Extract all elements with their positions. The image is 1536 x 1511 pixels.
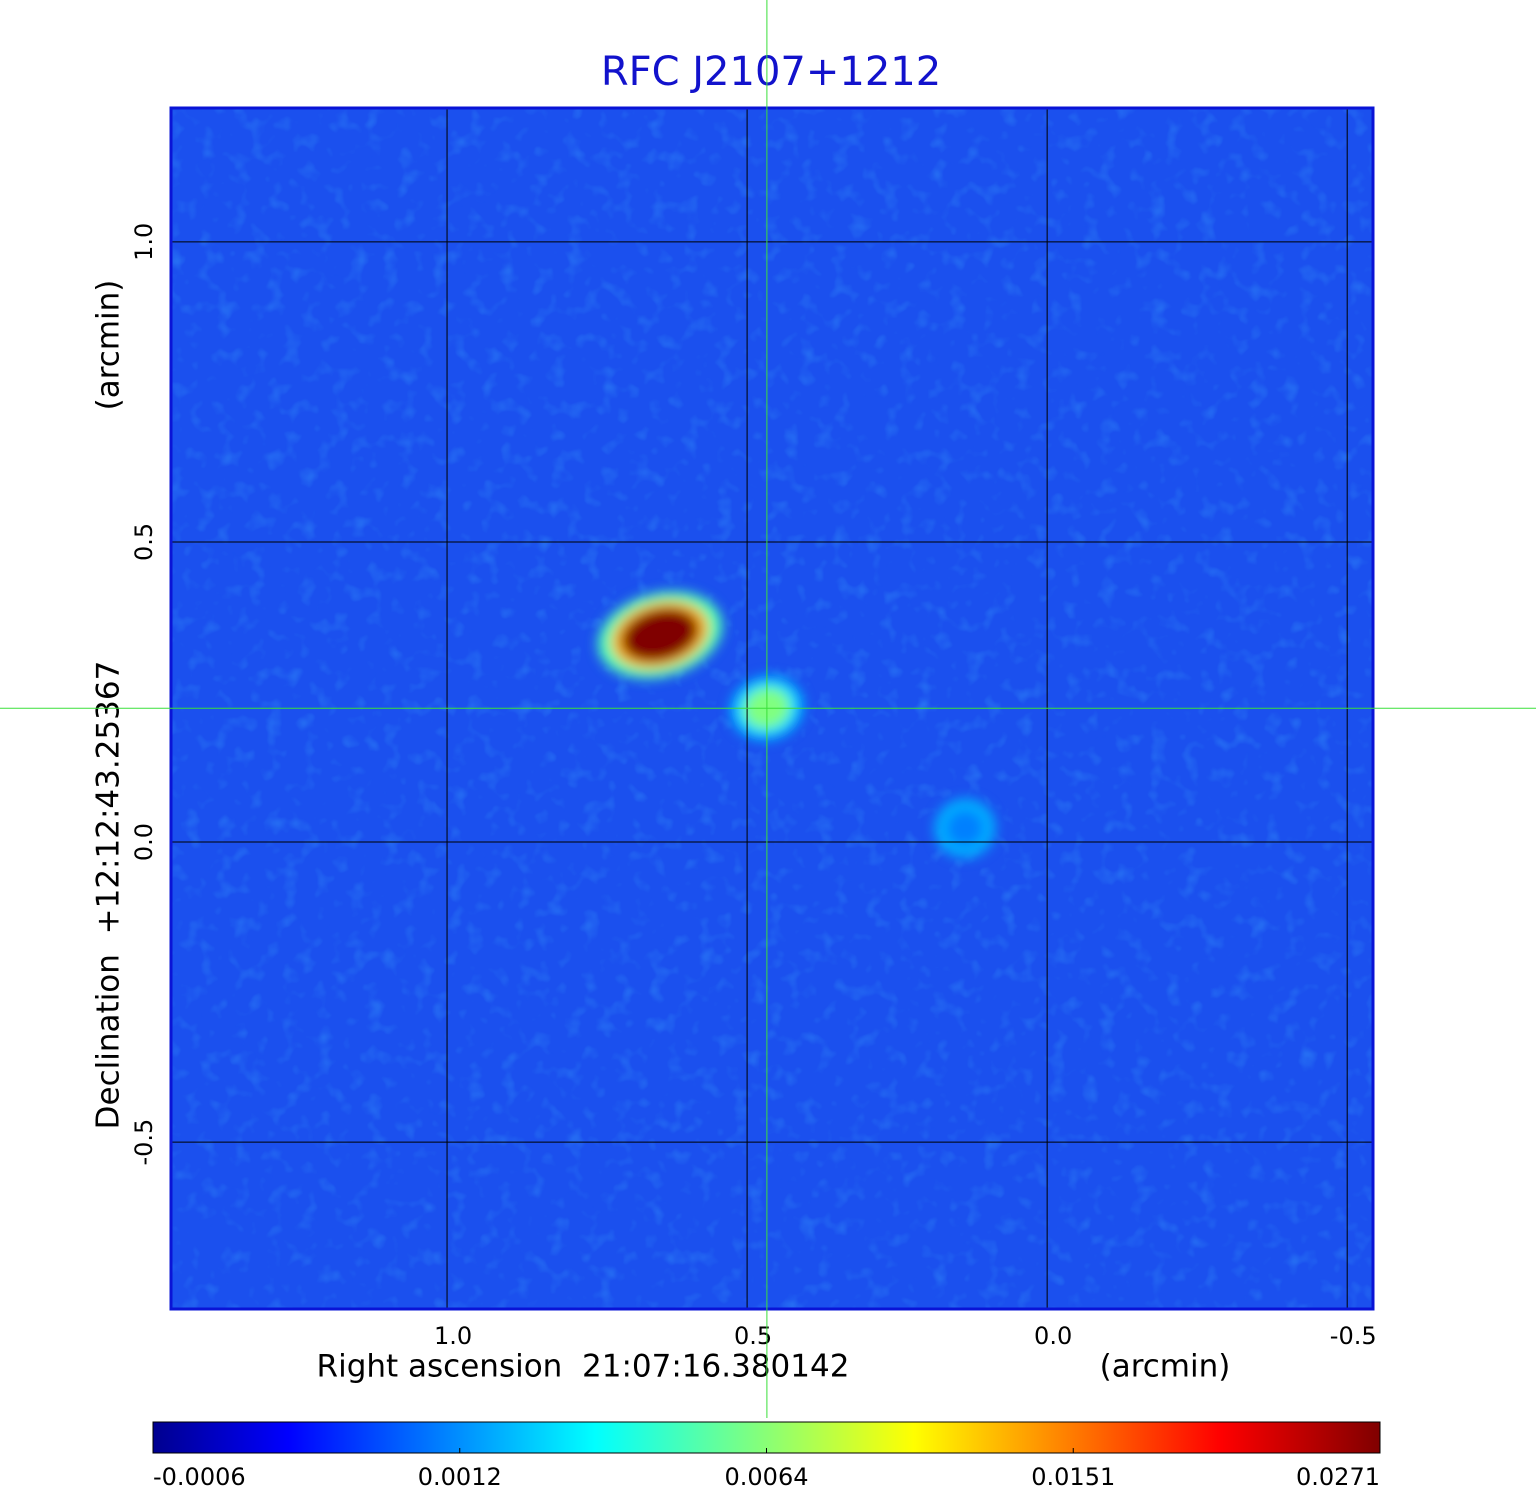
x-axis-unit: (arcmin)	[1100, 1349, 1231, 1385]
source	[621, 607, 700, 663]
y-tick-label: 1.0	[130, 223, 158, 261]
colorbar-tick-label: 0.0012	[418, 1463, 502, 1491]
x-axis-label: Right ascension 21:07:16.380142	[317, 1349, 850, 1385]
colorbar-tick-label: -0.0006	[153, 1463, 246, 1491]
chart-title: RFC J2107+1212	[601, 49, 941, 95]
colorbar-tick-label: 0.0064	[725, 1463, 809, 1491]
source	[946, 809, 984, 847]
y-tick-label: 0.0	[130, 823, 158, 861]
y-axis-unit: (arcmin)	[91, 280, 127, 411]
x-tick-label: -0.5	[1330, 1322, 1377, 1350]
y-axis-label: Declination +12:12:43.25367	[91, 661, 127, 1130]
y-tick-label: -0.5	[130, 1119, 158, 1166]
x-tick-label: 1.0	[434, 1322, 472, 1350]
colorbar-tick-label: 0.0151	[1031, 1463, 1115, 1491]
y-tick-label: 0.5	[130, 523, 158, 561]
x-tick-label: 0.5	[734, 1322, 772, 1350]
colorbar	[152, 1421, 1381, 1454]
x-tick-label: 0.0	[1034, 1322, 1072, 1350]
colorbar-tick-label: 0.0271	[1296, 1463, 1380, 1491]
